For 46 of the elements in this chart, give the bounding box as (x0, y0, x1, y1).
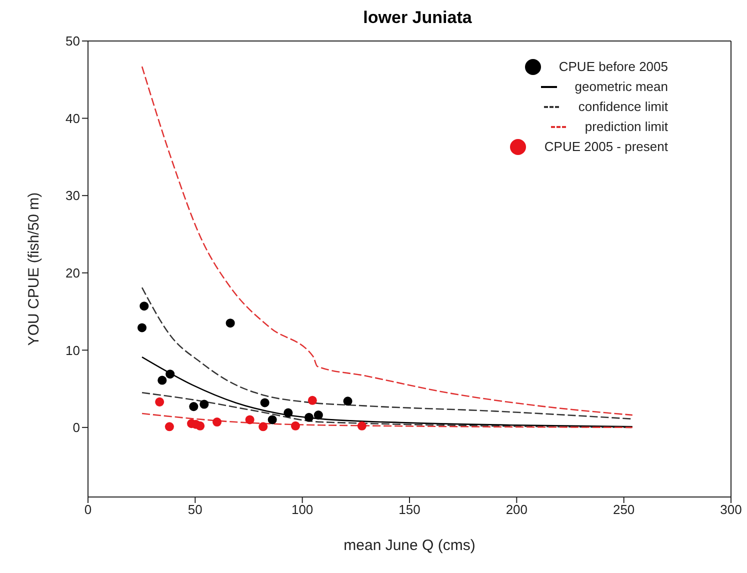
line-series (141, 286, 634, 420)
x-tick-label: 50 (188, 502, 202, 518)
x-tick-label: 0 (84, 502, 92, 518)
point (226, 318, 235, 328)
point (343, 396, 352, 406)
point (268, 415, 277, 424)
point (290, 421, 300, 430)
point (258, 422, 268, 432)
y-axis-title: YOU CPUE (fish/50 m) (25, 192, 42, 346)
point (140, 302, 149, 311)
x-tick-label: 100 (291, 502, 314, 518)
x-tick-label: 250 (612, 502, 635, 518)
x-tick-label: 300 (720, 502, 742, 518)
line-series (141, 356, 634, 428)
y-tick-label: 30 (66, 188, 80, 204)
x-axis-title: mean June Q (cms) (344, 537, 476, 554)
point (260, 398, 270, 408)
y-tick-label: 50 (66, 34, 80, 49)
point (138, 323, 147, 332)
chart-title: lower Juniata (362, 8, 473, 29)
y-tick-label: 0 (72, 420, 80, 436)
point (284, 408, 293, 418)
point (164, 422, 174, 432)
y-tick-label: 10 (66, 342, 80, 358)
point (196, 421, 205, 430)
point (308, 396, 317, 405)
legend-label: CPUE before 2005 (558, 59, 668, 74)
point (155, 397, 164, 406)
point (166, 370, 175, 379)
point (314, 410, 323, 420)
legend-label: confidence limit (578, 99, 668, 114)
point (304, 412, 314, 422)
line-series (141, 412, 634, 428)
legend-label: geometric mean (574, 79, 668, 94)
point (212, 418, 222, 427)
point (200, 400, 209, 409)
legend-label: prediction limit (584, 119, 668, 134)
y-tick-label: 20 (66, 265, 80, 280)
point (189, 402, 198, 412)
point (357, 421, 366, 430)
legend-label: CPUE 2005 - present (544, 139, 668, 154)
x-tick-label: 150 (398, 502, 420, 518)
point (158, 376, 167, 385)
point (245, 415, 254, 424)
y-tick-label: 40 (66, 110, 80, 126)
x-tick-label: 200 (506, 502, 528, 518)
